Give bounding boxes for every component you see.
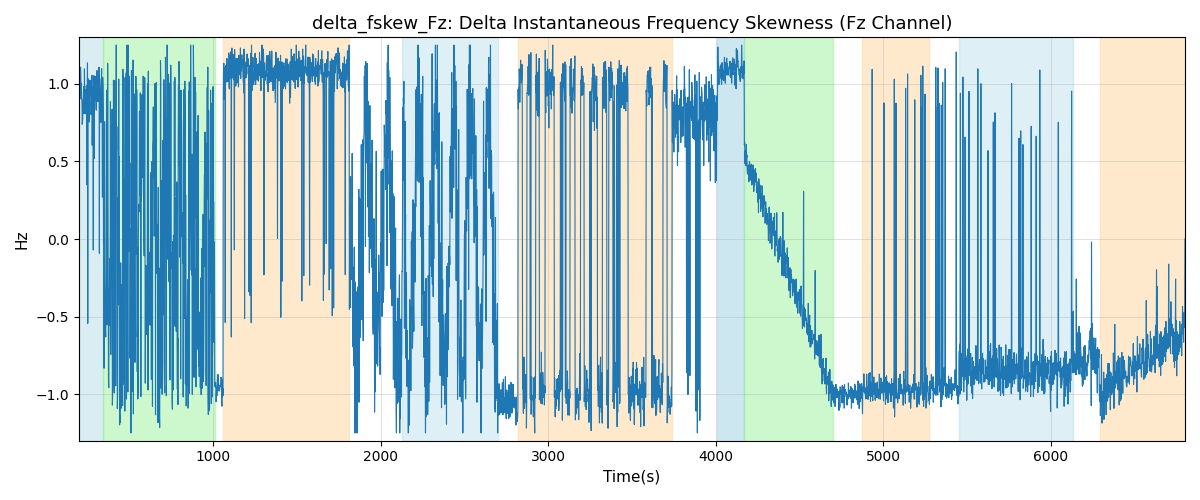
Bar [402,38,498,440]
Bar [518,38,672,440]
X-axis label: Time(s): Time(s) [604,470,660,485]
Bar [959,38,1073,440]
Bar [718,38,744,440]
Y-axis label: Hz: Hz [14,230,30,249]
Bar [744,38,833,440]
Bar [1099,38,1186,440]
Bar [862,38,929,440]
Title: delta_fskew_Fz: Delta Instantaneous Frequency Skewness (Fz Channel): delta_fskew_Fz: Delta Instantaneous Freq… [312,15,953,34]
Bar [103,38,215,440]
Bar [223,38,349,440]
Bar [79,38,103,440]
